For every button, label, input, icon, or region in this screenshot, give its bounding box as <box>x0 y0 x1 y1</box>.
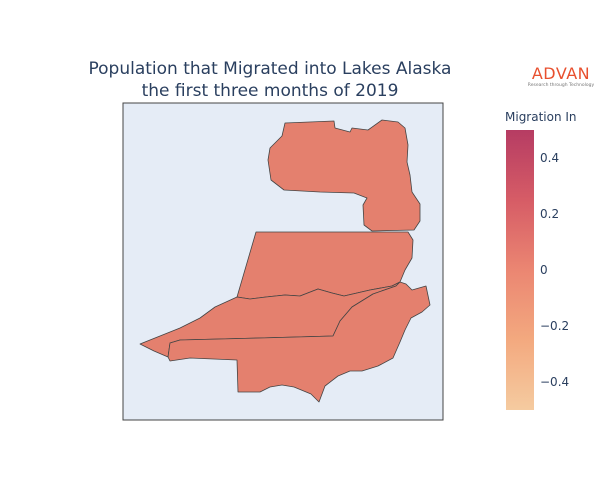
region-southeast[interactable] <box>167 281 431 403</box>
map-title: Population that Migrated into Lakes Alas… <box>60 58 480 102</box>
map-title-line-2: the first three months of 2019 <box>141 81 399 101</box>
map-title-line-1: Population that Migrated into Lakes Alas… <box>88 59 452 79</box>
logo-text: ADVAN <box>531 64 591 83</box>
region-north[interactable] <box>267 119 421 232</box>
logo-tagline: Research through Technology <box>527 83 595 88</box>
colorbar-gradient <box>506 130 534 410</box>
colorbar-tick-label: 0 <box>540 263 548 277</box>
colorbar-title: Migration In <box>505 110 577 124</box>
colorbar-tick-label: 0.2 <box>540 207 560 221</box>
colorbar-tick-label: −0.2 <box>540 319 570 333</box>
map-regions[interactable] <box>139 119 431 403</box>
colorbar-tick-label: −0.4 <box>540 375 570 389</box>
colorbar-tick-label: 0.4 <box>540 151 560 165</box>
advan-logo: ADVAN Research through Technology <box>526 64 596 88</box>
